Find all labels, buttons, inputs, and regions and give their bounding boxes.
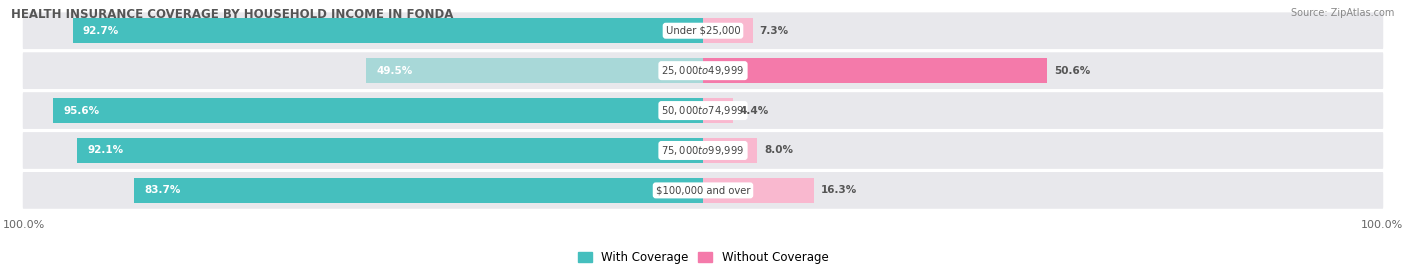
FancyBboxPatch shape — [22, 52, 1384, 89]
Bar — [134, 178, 703, 203]
FancyBboxPatch shape — [22, 92, 1384, 129]
Text: HEALTH INSURANCE COVERAGE BY HOUSEHOLD INCOME IN FONDA: HEALTH INSURANCE COVERAGE BY HOUSEHOLD I… — [11, 8, 454, 21]
Bar — [53, 98, 703, 123]
Text: $50,000 to $74,999: $50,000 to $74,999 — [661, 104, 745, 117]
Text: 8.0%: 8.0% — [765, 146, 793, 155]
Text: Under $25,000: Under $25,000 — [665, 26, 741, 36]
Text: 50.6%: 50.6% — [1053, 66, 1090, 76]
Legend: With Coverage, Without Coverage: With Coverage, Without Coverage — [572, 246, 834, 269]
Bar — [77, 138, 703, 163]
Bar — [703, 138, 758, 163]
FancyBboxPatch shape — [22, 12, 1384, 49]
Text: 100.0%: 100.0% — [3, 220, 45, 230]
Text: 92.7%: 92.7% — [83, 26, 120, 36]
Text: $100,000 and over: $100,000 and over — [655, 185, 751, 195]
Text: 49.5%: 49.5% — [377, 66, 413, 76]
Text: $25,000 to $49,999: $25,000 to $49,999 — [661, 64, 745, 77]
Bar — [703, 178, 814, 203]
Text: 4.4%: 4.4% — [740, 105, 769, 116]
Text: 7.3%: 7.3% — [759, 26, 789, 36]
Text: $75,000 to $99,999: $75,000 to $99,999 — [661, 144, 745, 157]
Text: 83.7%: 83.7% — [145, 185, 180, 195]
Text: 16.3%: 16.3% — [821, 185, 856, 195]
Bar — [703, 98, 733, 123]
Bar — [73, 18, 703, 43]
Bar — [367, 58, 703, 83]
FancyBboxPatch shape — [22, 172, 1384, 209]
Bar — [703, 18, 752, 43]
Text: 95.6%: 95.6% — [63, 105, 100, 116]
Text: 100.0%: 100.0% — [1361, 220, 1403, 230]
FancyBboxPatch shape — [22, 132, 1384, 169]
Text: Source: ZipAtlas.com: Source: ZipAtlas.com — [1291, 8, 1395, 18]
Bar — [703, 58, 1047, 83]
Text: 92.1%: 92.1% — [87, 146, 124, 155]
